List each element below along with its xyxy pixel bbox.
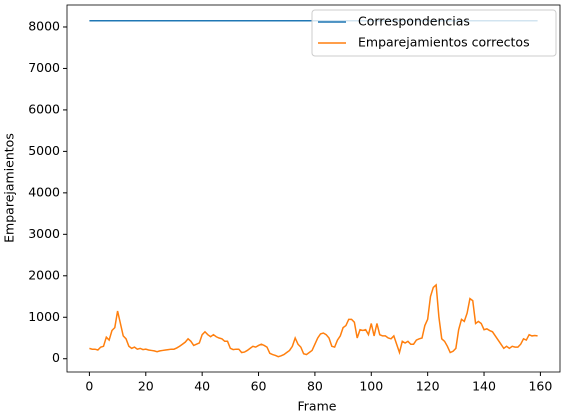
y-tick-label: 0 bbox=[52, 350, 60, 365]
x-tick-label: 80 bbox=[307, 379, 323, 394]
x-tick-label: 100 bbox=[359, 379, 383, 394]
y-tick-label: 1000 bbox=[28, 309, 60, 324]
x-tick-label: 60 bbox=[251, 379, 267, 394]
y-tick-label: 8000 bbox=[28, 18, 60, 33]
y-tick-label: 3000 bbox=[28, 226, 60, 241]
x-tick-label: 120 bbox=[416, 379, 440, 394]
y-tick-label: 5000 bbox=[28, 143, 60, 158]
plot-frame bbox=[66, 4, 561, 373]
x-tick-label: 160 bbox=[528, 379, 552, 394]
x-tick-label: 0 bbox=[85, 379, 93, 394]
line-series bbox=[89, 283, 538, 358]
y-tick-label: 4000 bbox=[28, 184, 60, 199]
x-axis-label: Frame bbox=[298, 399, 337, 414]
legend-label: Correspondencias bbox=[358, 14, 470, 29]
y-tick-label: 6000 bbox=[28, 101, 60, 116]
x-tick-label: 40 bbox=[194, 379, 210, 394]
y-tick-label: 7000 bbox=[28, 60, 60, 75]
y-tick-label: 2000 bbox=[28, 267, 60, 282]
legend-box bbox=[311, 9, 557, 57]
x-tick-label: 20 bbox=[138, 379, 154, 394]
y-axis-label: Emparejamientos bbox=[2, 133, 17, 243]
x-tick-label: 140 bbox=[472, 379, 496, 394]
legend-label: Emparejamientos correctos bbox=[358, 35, 530, 50]
